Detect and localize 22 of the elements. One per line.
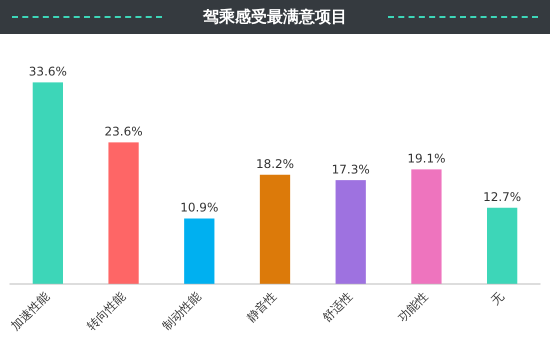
x-tick-label: 加速性能 — [8, 289, 52, 334]
bar — [260, 174, 290, 284]
x-tick-label: 转向性能 — [84, 289, 128, 334]
chart-title: 驾乘感受最满意项目 — [202, 6, 348, 28]
bar — [108, 142, 139, 284]
bar — [336, 180, 366, 284]
x-tick-label: 制动性能 — [160, 289, 204, 334]
bar — [32, 82, 63, 284]
data-label: 10.9% — [180, 200, 218, 215]
data-label: 12.7% — [483, 190, 522, 204]
data-label: 19.1% — [407, 151, 446, 166]
bar — [184, 218, 214, 284]
bar — [411, 169, 442, 284]
data-label: 18.2% — [256, 156, 294, 171]
x-tick-label: 功能性 — [395, 289, 431, 325]
x-tick-label: 舒适性 — [320, 289, 356, 325]
data-label: 17.3% — [332, 162, 370, 176]
bar — [487, 208, 518, 284]
x-tick-label: 无 — [488, 289, 506, 308]
data-label: 23.6% — [104, 124, 143, 138]
x-tick-label: 静音性 — [244, 289, 280, 325]
data-label: 33.6% — [28, 64, 67, 79]
